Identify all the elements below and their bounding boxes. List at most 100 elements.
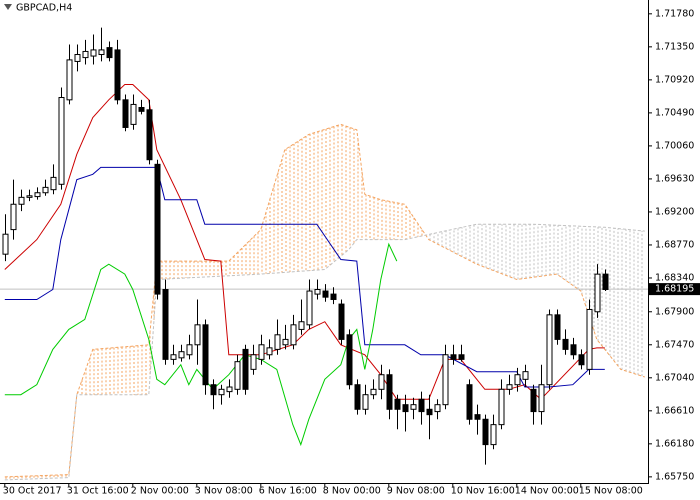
current-price-label: 1.68195 [655,284,694,295]
candle-body [162,288,169,360]
x-tick-label: 31 Oct 16:00 [67,486,129,497]
candle-body [170,354,177,360]
indicator-line [4,123,645,478]
candle-body [314,288,321,295]
candle-body [74,54,81,62]
candle-body [418,398,425,413]
candle-body [506,384,513,390]
candle-body [194,324,201,346]
symbol-icon [4,4,12,10]
candle-body [66,59,73,101]
x-tick-label: 14 Nov 00:00 [515,486,579,497]
candle-body [474,414,481,420]
y-tick-label: 1.69200 [655,206,694,217]
candle-body [2,233,9,255]
candle-body [434,404,441,413]
plot-area [0,27,648,481]
x-tick-label: 10 Nov 16:00 [451,486,515,497]
x-tick-label: 15 Nov 08:00 [579,486,643,497]
candle-body [258,344,265,360]
y-tick-label: 1.68770 [655,239,694,250]
candle-body [26,195,33,198]
candle-body [106,47,113,59]
x-tick-label: 8 Nov 00:00 [323,486,381,497]
candle-body [234,361,241,390]
candle-body [266,347,273,356]
candle-body [354,384,361,410]
indicator-line [4,166,605,388]
candle-body [98,49,105,56]
candle-body [578,354,585,366]
x-tick-label: 9 Nov 08:00 [387,486,445,497]
candle-body [602,273,609,290]
indicator-line [4,84,605,400]
current-price-box [649,283,700,296]
candle-body [586,308,593,370]
y-tick-label: 1.70490 [655,107,694,118]
candle-body [290,324,297,346]
candle-body [282,338,289,346]
candle-body [242,348,249,390]
chart-title: GBPCAD,H4 [16,3,72,14]
candle-body [370,388,377,396]
candle-body [386,374,393,410]
candle-body [130,103,137,125]
candle-body [202,324,209,386]
candle-body [210,384,217,396]
candle-body [338,303,345,340]
x-tick-label: 30 Oct 2017 [3,486,62,497]
candle-body [138,107,145,112]
candle-body [594,273,601,313]
candle-body [530,388,537,413]
candle-body [114,49,121,101]
candle-body [442,354,449,406]
candle-body [218,388,225,396]
y-tick-label: 1.65750 [655,471,694,482]
y-tick-label: 1.70060 [655,140,694,151]
candle-body [362,394,369,410]
x-tick-label: 6 Nov 16:00 [259,486,317,497]
candle-body [10,203,17,231]
candle-body [490,424,497,446]
candle-body [330,293,337,300]
candle-body [298,321,305,330]
candle-body [146,109,153,161]
candle-body [226,386,233,393]
candle-body [90,49,97,57]
candle-body [426,408,433,416]
candle-body [18,196,25,205]
x-tick-label: 3 Nov 08:00 [195,486,253,497]
candle-body [346,334,353,386]
candle-body [538,384,545,413]
candle-body [122,99,129,128]
candle-body [322,290,329,298]
y-tick-label: 1.71350 [655,41,694,52]
candle-body [394,398,401,410]
candle-body [306,290,313,326]
candle-body [554,314,561,340]
candle-body [450,354,457,360]
candle-body [570,344,577,356]
candle-body [562,338,569,350]
candle-body [186,344,193,356]
candle-body [498,388,505,426]
y-tick-label: 1.69630 [655,173,694,184]
candle-body [546,314,553,386]
y-tick-label: 1.67470 [655,339,694,350]
candle-body [514,374,521,386]
candle-body [378,374,385,390]
candle-body [410,404,417,410]
candle-body [522,371,529,380]
candle-body [402,404,409,413]
candle-body [482,418,489,446]
cloud [4,123,645,481]
candle-body [466,384,473,420]
x-tick-label: 2 Nov 00:00 [131,486,189,497]
y-tick-label: 1.66180 [655,438,694,449]
candle-body [42,186,49,194]
y-tick-label: 1.70920 [655,74,694,85]
candle-body [34,192,41,198]
candle-body [58,97,65,185]
